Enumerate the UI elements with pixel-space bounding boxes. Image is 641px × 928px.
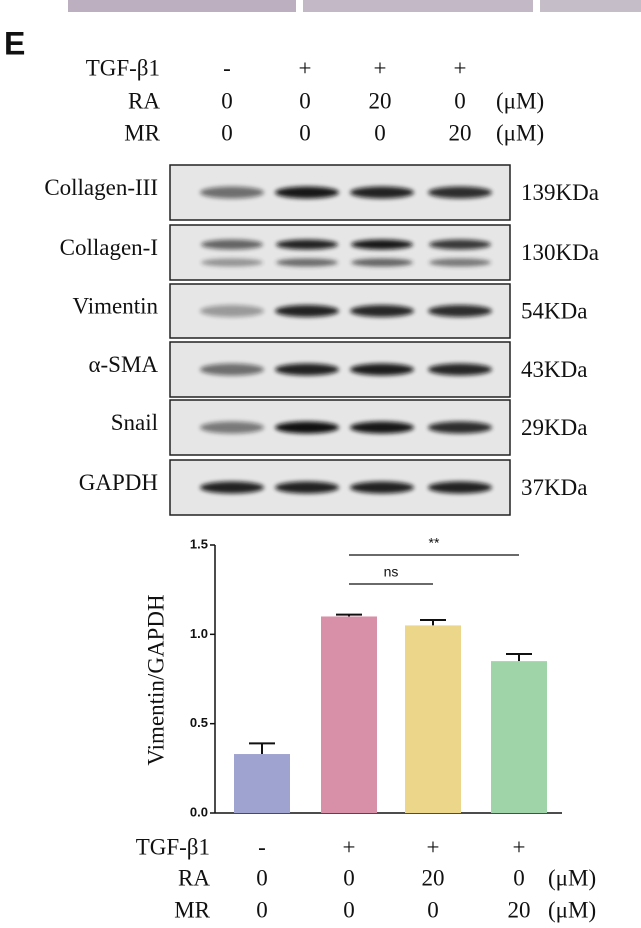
blot-size: 139KDa (521, 180, 599, 205)
treatment-value: + (427, 834, 440, 859)
band (350, 421, 414, 434)
band (351, 239, 413, 250)
treatment-value: - (258, 834, 266, 859)
band (429, 258, 491, 267)
treatment-value: 20 (508, 897, 531, 922)
treatment-value: 0 (256, 897, 268, 922)
treatment-value: 0 (256, 865, 268, 890)
bar (234, 754, 290, 813)
y-axis-label: Vimentin/GAPDH (143, 594, 168, 765)
blot-label: Snail (111, 410, 158, 435)
band (200, 186, 264, 199)
treatment-value: 0 (513, 865, 525, 890)
band (200, 363, 264, 376)
treatment-label: TGF-β1 (136, 834, 210, 859)
blot-size: 37KDa (521, 475, 587, 500)
treatment-value: 0 (454, 88, 466, 113)
blot-size: 54KDa (521, 298, 587, 323)
blot-label: Vimentin (73, 293, 159, 318)
treatment-value: 0 (221, 88, 233, 113)
band (201, 258, 263, 267)
treatment-unit: (μM) (548, 865, 596, 890)
band (200, 421, 264, 434)
treatment-value: + (454, 55, 467, 80)
blot-size: 130KDa (521, 240, 599, 265)
y-tick-label: 0.0 (190, 804, 208, 819)
band (350, 186, 414, 199)
band (428, 481, 492, 494)
band (275, 421, 339, 434)
band (428, 421, 492, 434)
panel-label: E (4, 25, 25, 61)
previous-panel-strip (303, 0, 533, 12)
band (201, 239, 263, 250)
band (275, 481, 339, 494)
bar (491, 661, 547, 813)
significance-label: ns (384, 564, 399, 580)
treatment-value: 0 (343, 897, 355, 922)
bar (405, 625, 461, 813)
treatment-label: MR (124, 120, 160, 145)
blot-box (169, 224, 511, 281)
significance-label: ** (429, 535, 440, 551)
treatment-value: 0 (343, 865, 355, 890)
treatment-value: + (299, 55, 312, 80)
band (428, 363, 492, 376)
y-tick-label: 0.5 (190, 715, 208, 730)
band (350, 305, 414, 317)
blot-label: Collagen-I (60, 235, 158, 260)
band (275, 186, 339, 199)
treatment-value: 0 (374, 120, 386, 145)
treatment-label: RA (128, 88, 160, 113)
treatment-value: 20 (422, 865, 445, 890)
treatment-value: 0 (299, 120, 311, 145)
blot-label: GAPDH (79, 470, 158, 495)
blot-size: 29KDa (521, 415, 587, 440)
bar (321, 616, 377, 813)
blot-size: 43KDa (521, 357, 587, 382)
band (275, 363, 339, 376)
band (428, 305, 492, 317)
previous-panel-strip (540, 0, 641, 12)
previous-panel-strip (68, 0, 296, 12)
band (275, 305, 339, 317)
band (350, 363, 414, 376)
band (429, 239, 491, 250)
treatment-unit: (μM) (496, 88, 544, 113)
band (276, 239, 338, 250)
treatment-value: + (513, 834, 526, 859)
band (350, 481, 414, 494)
treatment-value: + (343, 834, 356, 859)
band (351, 258, 413, 267)
y-tick-label: 1.0 (190, 626, 208, 641)
treatment-value: 0 (427, 897, 439, 922)
blot-label: Collagen-III (44, 175, 158, 200)
blot-label: α-SMA (88, 352, 158, 377)
treatment-unit: (μM) (548, 897, 596, 922)
treatment-value: 20 (449, 120, 472, 145)
band (200, 305, 264, 317)
band (276, 258, 338, 267)
treatment-label: RA (178, 865, 210, 890)
treatment-label: TGF-β1 (86, 55, 160, 80)
treatment-value: - (223, 55, 231, 80)
treatment-value: 20 (369, 88, 392, 113)
treatment-value: + (374, 55, 387, 80)
band (428, 186, 492, 199)
y-tick-label: 1.5 (190, 536, 208, 551)
treatment-value: 0 (299, 88, 311, 113)
treatment-value: 0 (221, 120, 233, 145)
treatment-unit: (μM) (496, 120, 544, 145)
band (200, 481, 264, 494)
treatment-label: MR (174, 897, 210, 922)
